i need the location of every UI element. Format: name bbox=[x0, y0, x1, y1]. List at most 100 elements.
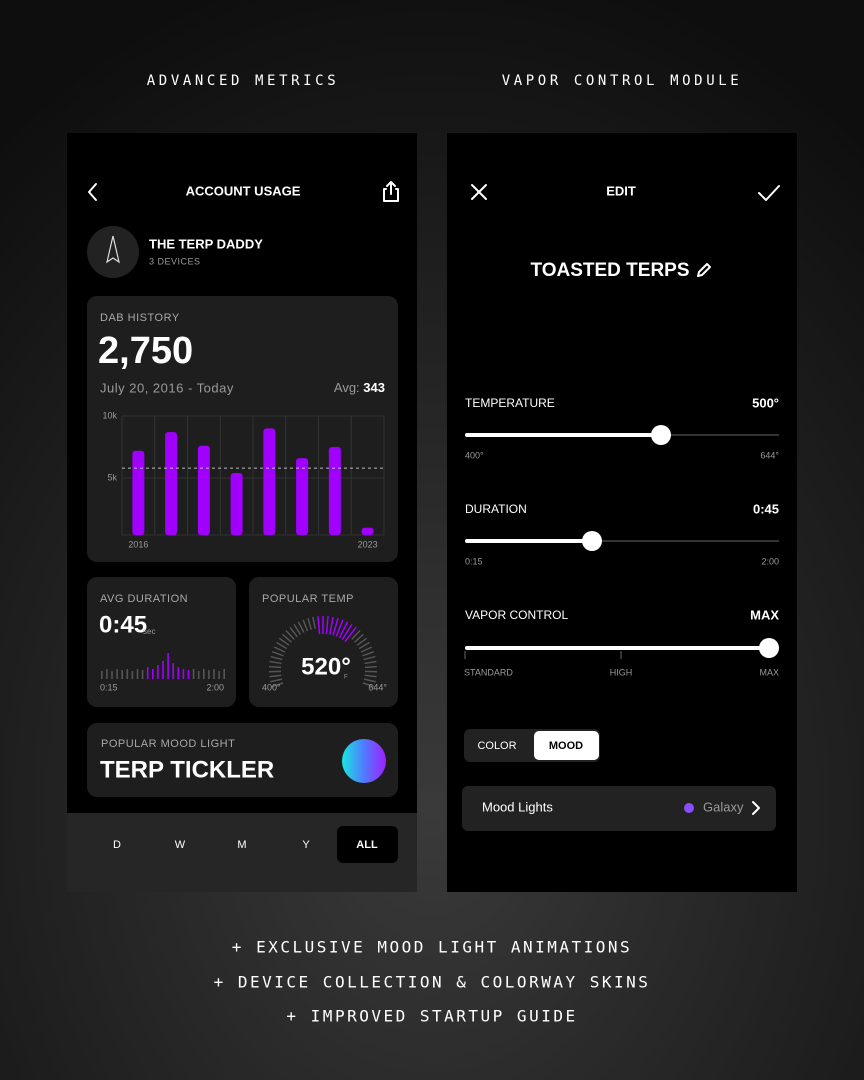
x-tick-label: 2023 bbox=[358, 539, 378, 549]
chevron bbox=[752, 801, 760, 815]
gauge-tick bbox=[356, 637, 368, 646]
gauge-tick bbox=[362, 651, 375, 657]
histogram-bar bbox=[126, 669, 129, 679]
tab[interactable]: W bbox=[175, 839, 186, 851]
confirm-button[interactable] bbox=[758, 185, 780, 201]
user-name: THE TERP DADDY bbox=[149, 236, 263, 251]
slider-label: DURATION bbox=[465, 502, 527, 516]
slider-thumb[interactable] bbox=[582, 531, 602, 551]
min-label: 400° bbox=[262, 682, 281, 692]
slider-thumb[interactable] bbox=[759, 638, 779, 658]
slider-label: TEMPERATURE bbox=[465, 396, 555, 410]
share-button[interactable] bbox=[383, 181, 399, 202]
slider-fill bbox=[465, 539, 592, 543]
x-tick-label: 2016 bbox=[128, 539, 148, 549]
gauge-tick bbox=[358, 641, 370, 650]
gauge-tick bbox=[364, 665, 377, 669]
gauge-tick bbox=[278, 637, 290, 646]
gauge-tick bbox=[270, 655, 283, 661]
histogram-bar bbox=[111, 671, 113, 679]
bar bbox=[197, 445, 210, 535]
histogram-bar bbox=[208, 670, 210, 679]
toggle-option[interactable]: MOOD bbox=[549, 740, 583, 752]
slider-track bbox=[465, 540, 779, 542]
row-value: Galaxy bbox=[703, 799, 744, 814]
histogram-bar bbox=[152, 669, 154, 679]
device-count: 3 DEVICES bbox=[149, 256, 201, 266]
gauge-tick bbox=[329, 616, 334, 635]
bar bbox=[328, 447, 341, 535]
mood-dot bbox=[684, 803, 694, 813]
bar bbox=[165, 432, 178, 535]
tab[interactable]: ALL bbox=[356, 839, 378, 851]
histogram-bar bbox=[106, 669, 108, 679]
gauge-tick bbox=[312, 616, 316, 629]
card-label: POPULAR MOOD LIGHT bbox=[101, 738, 235, 750]
tab[interactable]: M bbox=[237, 839, 246, 851]
histogram-bar bbox=[177, 667, 180, 679]
bar bbox=[361, 527, 374, 535]
toggle-active bbox=[534, 731, 599, 760]
gauge-tick bbox=[335, 619, 344, 637]
phone-screen bbox=[447, 133, 797, 892]
y-tick-label: 5k bbox=[107, 472, 117, 482]
gauge-tick bbox=[341, 624, 353, 641]
unit: sec bbox=[143, 627, 155, 636]
slider-stop-label: MAX bbox=[759, 667, 779, 677]
slider-max: 644° bbox=[760, 450, 779, 460]
histogram-bar bbox=[116, 669, 118, 679]
feature: + DEVICE COLLECTION & COLORWAY SKINS bbox=[214, 973, 651, 992]
y-tick-label: 10k bbox=[102, 410, 117, 420]
section-header: ADVANCED METRICS bbox=[147, 73, 339, 89]
gauge-tick bbox=[364, 674, 377, 678]
gauge-tick bbox=[354, 633, 365, 643]
avg-duration: 0:45 bbox=[99, 611, 147, 638]
slider-thumb[interactable] bbox=[651, 425, 671, 445]
histogram-bar bbox=[213, 669, 215, 679]
slider-stop-label: HIGH bbox=[610, 667, 633, 677]
gauge-tick bbox=[344, 626, 357, 643]
histogram-bar bbox=[136, 669, 139, 679]
max-label: 644° bbox=[368, 682, 387, 692]
tab[interactable]: Y bbox=[302, 839, 310, 851]
histogram-bar bbox=[121, 670, 123, 679]
avg: Avg: 343 bbox=[334, 380, 385, 395]
popular-temp: 520° bbox=[301, 653, 351, 680]
gauge-tick bbox=[285, 630, 295, 640]
toggle-option[interactable]: COLOR bbox=[477, 740, 516, 752]
edit-name-button[interactable] bbox=[697, 263, 711, 277]
slider-min: 0:15 bbox=[465, 556, 483, 566]
back-button[interactable] bbox=[88, 183, 97, 201]
histogram-bar bbox=[167, 653, 169, 679]
date-range: July 20, 2016 - Today bbox=[100, 380, 234, 395]
slider-max: 2:00 bbox=[761, 556, 779, 566]
mood-row[interactable] bbox=[462, 786, 776, 831]
gauge-tick bbox=[317, 616, 321, 635]
slider-value: 0:45 bbox=[753, 501, 779, 516]
tab[interactable]: D bbox=[113, 839, 121, 851]
gauge-tick bbox=[360, 646, 373, 653]
close-button[interactable] bbox=[471, 184, 487, 200]
gauge-tick bbox=[362, 682, 375, 688]
gauge-tick bbox=[293, 624, 302, 635]
card-label: POPULAR TEMP bbox=[262, 593, 354, 605]
gauge-tick bbox=[307, 617, 313, 630]
gauge-tick bbox=[271, 651, 284, 657]
dab-total: 2,750 bbox=[98, 330, 193, 372]
gauge-tick bbox=[338, 621, 349, 639]
slider-stop-label: STANDARD bbox=[464, 667, 513, 677]
unit: F bbox=[344, 675, 348, 681]
screen-title: EDIT bbox=[606, 183, 636, 198]
slider-fill bbox=[465, 646, 769, 650]
avatar bbox=[87, 226, 139, 278]
gauge-tick bbox=[351, 630, 361, 640]
bar bbox=[230, 473, 243, 535]
max-label: 2:00 bbox=[206, 682, 224, 692]
slider-label: VAPOR CONTROL bbox=[465, 608, 568, 622]
gauge-tick bbox=[271, 682, 284, 688]
gauge-tick bbox=[269, 660, 282, 665]
card bbox=[87, 296, 398, 562]
gauge-tick bbox=[297, 621, 305, 633]
gauge-tick bbox=[364, 660, 377, 665]
histogram-bar bbox=[146, 667, 149, 679]
